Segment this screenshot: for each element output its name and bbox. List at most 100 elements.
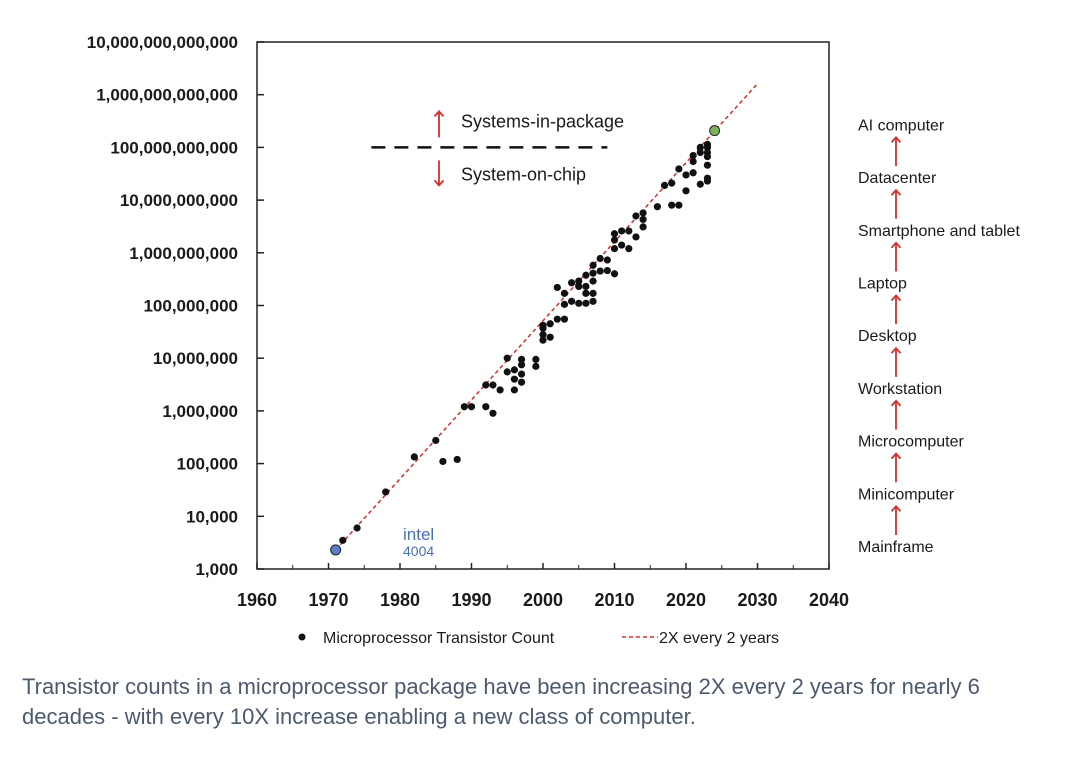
x-tick-label: 1990 xyxy=(451,590,491,610)
computer-class-label: Minicomputer xyxy=(858,486,955,503)
y-tick-label: 10,000 xyxy=(186,507,238,526)
y-tick-label: 10,000,000 xyxy=(153,349,238,368)
intel-4004-point xyxy=(330,544,342,556)
legend-label-trend: 2X every 2 years xyxy=(659,630,779,647)
data-point xyxy=(532,362,540,370)
computer-class-label: Smartphone and tablet xyxy=(858,223,1020,240)
class-arrow-icon xyxy=(890,399,902,430)
y-tick-label: 10,000,000,000 xyxy=(120,191,238,210)
data-point xyxy=(596,267,604,275)
data-point xyxy=(689,151,697,160)
data-point xyxy=(510,375,518,383)
data-point xyxy=(639,209,647,217)
data-point xyxy=(696,180,704,188)
legend: Microprocessor Transistor Count 2X every… xyxy=(298,630,779,647)
data-point xyxy=(689,157,697,166)
up-arrow-icon xyxy=(433,110,445,138)
data-point xyxy=(460,403,468,411)
y-tick-label: 100,000,000 xyxy=(143,297,238,316)
data-point xyxy=(653,203,662,211)
data-point xyxy=(539,331,547,339)
class-arrow-icon xyxy=(890,241,902,272)
data-point xyxy=(639,215,647,224)
data-point xyxy=(503,354,511,362)
data-point xyxy=(489,409,497,417)
data-point xyxy=(668,179,676,187)
x-tick-label: 2030 xyxy=(737,590,777,610)
down-arrow-icon xyxy=(433,160,445,187)
x-tick-label: 1980 xyxy=(380,590,420,610)
class-arrow-icon xyxy=(890,504,902,535)
y-tick-label: 1,000 xyxy=(195,560,238,579)
data-point xyxy=(560,289,569,297)
caption-text: Transistor counts in a microprocessor pa… xyxy=(22,674,980,729)
data-point xyxy=(553,315,561,323)
data-point xyxy=(553,283,561,292)
data-point xyxy=(439,457,447,466)
data-point xyxy=(682,187,690,195)
data-point xyxy=(589,297,597,305)
y-tick-label: 100,000 xyxy=(177,455,238,474)
data-point xyxy=(625,245,633,253)
data-point xyxy=(517,361,526,369)
computer-class-label: Laptop xyxy=(858,276,907,293)
computer-class-label: Microcomputer xyxy=(858,434,964,451)
x-axis-ticks: 1960 1970 1980 1990 2000 2010 2020 2030 2040 xyxy=(237,563,849,610)
data-point xyxy=(610,245,619,253)
data-point xyxy=(503,368,511,376)
x-tick-label: 2000 xyxy=(523,590,563,610)
data-point xyxy=(568,297,576,305)
data-point xyxy=(582,271,590,279)
data-point xyxy=(703,177,712,185)
ai-computer-point xyxy=(709,125,721,137)
data-point xyxy=(517,355,526,363)
data-point xyxy=(618,241,626,249)
data-point xyxy=(675,165,683,173)
data-point xyxy=(582,299,590,307)
data-point xyxy=(353,524,361,532)
highlighted-points xyxy=(330,125,721,556)
data-point xyxy=(668,201,676,209)
data-point xyxy=(632,233,640,241)
data-point xyxy=(532,355,540,363)
data-point xyxy=(589,261,597,269)
legend-label-transistor-count: Microprocessor Transistor Count xyxy=(323,630,555,647)
data-point xyxy=(382,488,390,496)
data-point xyxy=(689,169,697,177)
data-point xyxy=(696,143,704,151)
data-point xyxy=(510,366,518,374)
data-point xyxy=(560,300,569,308)
x-tick-label: 1970 xyxy=(308,590,348,610)
computer-class-label: Desktop xyxy=(858,328,917,345)
computer-classes-list: Mainframe Minicomputer Microcomputer Workst… xyxy=(858,117,1020,556)
data-point xyxy=(496,386,504,394)
data-point xyxy=(610,270,619,278)
data-point xyxy=(703,161,712,169)
data-point xyxy=(517,378,526,386)
data-point xyxy=(560,315,569,323)
data-point xyxy=(339,536,347,544)
system-on-chip-label: System-on-chip xyxy=(461,164,586,184)
systems-in-package-label: Systems-in-package xyxy=(461,111,624,131)
data-point xyxy=(568,279,576,287)
class-arrow-icon xyxy=(890,452,902,483)
computer-class-label: AI computer xyxy=(858,117,945,134)
class-arrow-icon xyxy=(890,294,902,325)
data-point xyxy=(603,266,611,275)
data-point xyxy=(582,289,590,297)
data-point xyxy=(632,212,640,220)
data-point xyxy=(575,282,583,291)
data-point xyxy=(467,403,476,411)
data-point xyxy=(603,256,611,264)
data-point xyxy=(575,277,583,285)
data-point xyxy=(539,321,547,329)
data-point xyxy=(696,148,704,157)
data-point xyxy=(510,386,518,394)
intel-label: intel xyxy=(403,525,434,544)
y-tick-label: 100,000,000,000 xyxy=(110,138,238,157)
data-point xyxy=(703,140,712,149)
data-point xyxy=(546,333,554,341)
data-point xyxy=(625,227,633,235)
y-tick-label: 1,000,000,000 xyxy=(129,244,238,263)
computer-class-label: Workstation xyxy=(858,381,942,398)
